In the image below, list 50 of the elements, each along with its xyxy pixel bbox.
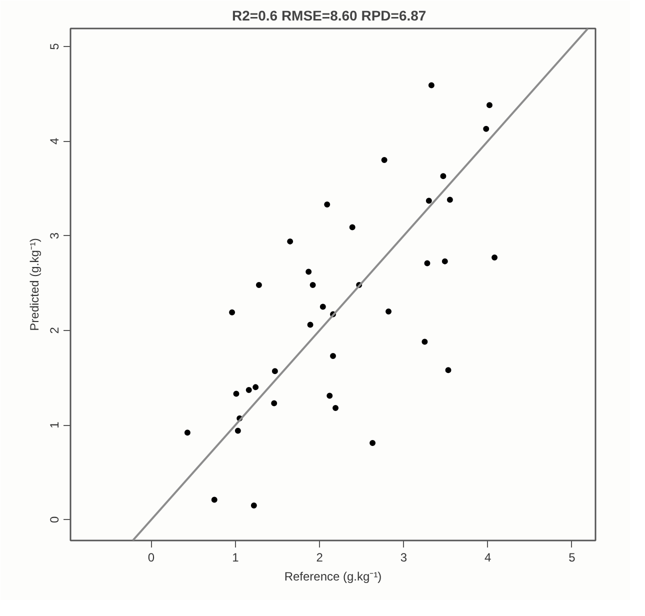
point	[184, 430, 190, 436]
point	[320, 304, 326, 310]
chart-title: R2=0.6 RMSE=8.60 RPD=6.87	[232, 8, 426, 24]
x-tick-label: 1	[232, 550, 240, 564]
x-tick-label: 4	[484, 550, 492, 564]
point	[422, 338, 428, 345]
point	[445, 367, 452, 374]
point	[287, 238, 294, 244]
point	[256, 282, 262, 288]
point	[306, 268, 312, 275]
point	[272, 368, 278, 374]
point	[492, 254, 498, 261]
point	[330, 352, 336, 359]
point	[229, 309, 236, 316]
point	[252, 384, 259, 390]
point	[211, 496, 218, 503]
x-tick-label: 0	[148, 550, 155, 564]
y-tick-label: 2	[48, 326, 62, 334]
point	[440, 173, 446, 180]
point	[324, 202, 330, 208]
point	[442, 258, 448, 264]
point	[483, 126, 490, 132]
point	[386, 308, 392, 314]
point	[307, 322, 314, 328]
point	[250, 502, 257, 508]
point	[486, 102, 492, 108]
point	[246, 387, 252, 394]
point	[381, 157, 388, 164]
point	[233, 390, 240, 397]
point	[326, 392, 333, 399]
point	[426, 198, 432, 204]
y-axis-title: Predicted (g.kg⁻¹)	[28, 238, 42, 331]
point	[446, 196, 453, 203]
point	[332, 405, 339, 411]
point	[271, 400, 278, 406]
point	[234, 428, 241, 434]
point	[428, 82, 434, 88]
x-tick-label: 3	[400, 550, 408, 564]
y-tick-label: 5	[48, 42, 62, 50]
x-tick-label: 5	[568, 550, 576, 564]
x-axis-title: Reference (g.kg⁻¹)	[284, 570, 382, 584]
y-tick-label: 3	[48, 232, 62, 240]
y-tick-label: 1	[48, 421, 62, 428]
point	[310, 282, 316, 288]
x-tick-label: 2	[316, 550, 324, 564]
point	[424, 260, 430, 266]
y-tick-label: 0	[48, 516, 62, 524]
point	[349, 224, 356, 230]
point	[370, 440, 376, 446]
y-tick-label: 4	[48, 137, 62, 144]
